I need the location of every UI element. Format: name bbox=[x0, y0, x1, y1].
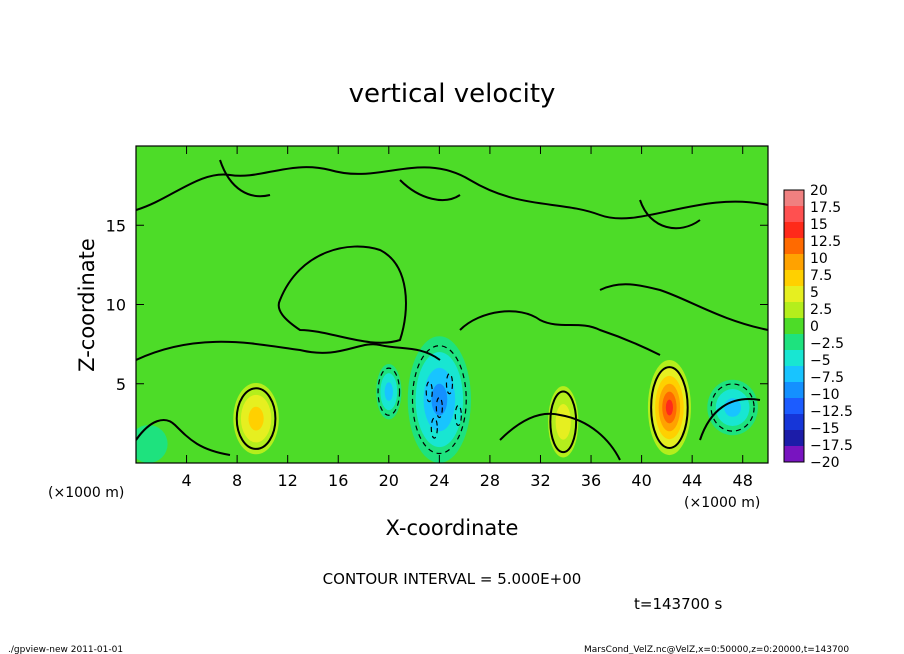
colorbar-swatch bbox=[784, 270, 804, 286]
colorbar-swatch bbox=[784, 238, 804, 254]
x-tick-label: 40 bbox=[631, 471, 651, 490]
colorbar-label: 7.5 bbox=[810, 268, 832, 284]
colorbar-label: 12.5 bbox=[810, 234, 841, 250]
feature-level bbox=[665, 399, 673, 416]
colorbar-swatch bbox=[784, 302, 804, 318]
x-tick-label: 12 bbox=[278, 471, 298, 490]
y-tick-label: 10 bbox=[106, 296, 126, 315]
colorbar-swatch bbox=[784, 222, 804, 238]
feature-level bbox=[248, 406, 264, 431]
feature-contour bbox=[549, 390, 578, 454]
x-unit-left: (×1000 m) bbox=[48, 485, 124, 501]
colorbar-swatch bbox=[784, 430, 804, 446]
colorbar-label: 10 bbox=[810, 251, 828, 267]
x-tick-label: 36 bbox=[581, 471, 601, 490]
feature-contour bbox=[710, 383, 755, 432]
colorbar-swatch bbox=[784, 286, 804, 302]
time-label: t=143700 s bbox=[634, 595, 722, 613]
y-axis-label: Z-coordinate bbox=[75, 238, 99, 372]
footer-right: MarsCond_VelZ.nc@VelZ,x=0:50000,z=0:2000… bbox=[584, 645, 849, 654]
colorbar-swatch bbox=[784, 414, 804, 430]
negative-cell bbox=[425, 381, 433, 403]
negative-cell bbox=[430, 417, 438, 439]
colorbar-frame bbox=[783, 189, 805, 463]
colorbar-label: 5 bbox=[810, 285, 819, 301]
x-tick-label: 20 bbox=[379, 471, 399, 490]
x-tick-label: 44 bbox=[682, 471, 702, 490]
x-tick-label: 48 bbox=[733, 471, 753, 490]
y-axis: 5 10 15 bbox=[106, 216, 768, 394]
chart-title: vertical velocity bbox=[349, 79, 556, 109]
colorbar-label: 17.5 bbox=[810, 200, 841, 216]
colorbar-swatch bbox=[784, 190, 804, 206]
colorbar-swatch bbox=[784, 350, 804, 366]
colorbar-swatch bbox=[784, 382, 804, 398]
contour-lines bbox=[136, 159, 768, 461]
x-unit-right: (×1000 m) bbox=[684, 495, 760, 511]
colorbar-label: −5 bbox=[810, 353, 831, 369]
y-tick-label: 15 bbox=[106, 216, 126, 235]
feature-level bbox=[431, 383, 448, 416]
negative-cell bbox=[435, 396, 443, 419]
x-tick-label: 8 bbox=[232, 471, 242, 490]
feature-level bbox=[384, 382, 394, 401]
x-tick-label: 28 bbox=[480, 471, 500, 490]
colorbar-swatch bbox=[784, 398, 804, 414]
x-tick-label: 24 bbox=[429, 471, 449, 490]
footer-left: ./gpview-new 2011-01-01 bbox=[8, 645, 123, 654]
colorbar-swatch bbox=[784, 366, 804, 382]
feature-contour bbox=[411, 345, 467, 455]
colorbar-label: −17.5 bbox=[810, 438, 853, 454]
feature-level bbox=[136, 424, 168, 463]
colorbar-label: −12.5 bbox=[810, 404, 853, 420]
colorbar-label: −2.5 bbox=[810, 336, 844, 352]
feature-contour bbox=[235, 387, 277, 450]
feature-contour bbox=[377, 367, 401, 416]
negative-contours bbox=[425, 373, 462, 439]
colorbar-swatch bbox=[784, 206, 804, 222]
feature-level bbox=[555, 403, 571, 440]
x-tick-label: 16 bbox=[328, 471, 348, 490]
colorbar-label: −10 bbox=[810, 387, 840, 403]
colorbar-label: 0 bbox=[810, 319, 819, 335]
colorbar-label: −20 bbox=[810, 455, 840, 471]
x-axis: 4 8 12 16 20 24 28 32 36 40 44 48 bbox=[181, 146, 753, 490]
negative-cell bbox=[445, 373, 454, 395]
colorbar-swatch bbox=[784, 446, 804, 462]
negative-cell bbox=[454, 404, 462, 427]
colorbar-label: −15 bbox=[810, 421, 840, 437]
x-tick-label: 4 bbox=[181, 471, 191, 490]
colorbar-swatch bbox=[784, 254, 804, 270]
contour-interval-text: CONTOUR INTERVAL = 5.000E+00 bbox=[323, 570, 582, 588]
feature-contour bbox=[650, 366, 689, 449]
colorbar-swatch bbox=[784, 334, 804, 350]
plot-area bbox=[136, 146, 768, 463]
colorbar-label: 20 bbox=[810, 183, 828, 199]
colorbar-label: 2.5 bbox=[810, 302, 832, 318]
colorbar-label: 15 bbox=[810, 217, 828, 233]
colorbar-swatch bbox=[784, 318, 804, 334]
colorbar: 2017.51512.5107.552.50−2.5−5−7.5−10−12.5… bbox=[783, 183, 853, 471]
y-tick-label: 5 bbox=[116, 375, 126, 394]
colorbar-label: −7.5 bbox=[810, 370, 844, 386]
x-axis-label: X-coordinate bbox=[386, 516, 519, 540]
x-tick-label: 32 bbox=[530, 471, 550, 490]
